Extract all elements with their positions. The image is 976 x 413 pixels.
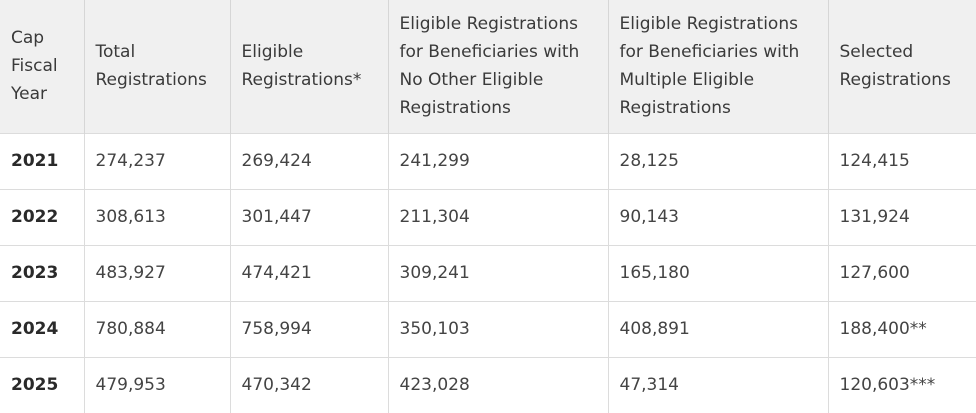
cell-no-other: 350,103: [388, 301, 609, 357]
table-header: Cap Fiscal Year Total Registrations Elig…: [0, 0, 976, 133]
cell-year: 2024: [0, 301, 85, 357]
cell-total: 780,884: [84, 301, 231, 357]
cell-year: 2022: [0, 189, 85, 245]
header-label: Eligible Registrations for Beneficiaries…: [399, 14, 580, 119]
header-eligible-registrations: Eligible Registrations*: [230, 0, 389, 133]
cell-total: 479,953: [84, 357, 231, 413]
table-row: 2025 479,953 470,342 423,028 47,314 120,…: [0, 357, 976, 413]
header-selected-registrations: Selected Registrations: [828, 0, 976, 133]
cell-no-other: 241,299: [388, 133, 609, 189]
header-eligible-multiple: Eligible Registrations for Beneficiaries…: [608, 0, 829, 133]
cell-selected: 127,600: [839, 263, 910, 283]
cell-eligible: 301,447: [230, 189, 389, 245]
cell-year: 2021: [0, 133, 85, 189]
cell-total: 274,237: [84, 133, 231, 189]
cell-multiple: 90,143: [608, 189, 829, 245]
table-row: 2023 483,927 474,421 309,241 165,180 127…: [0, 245, 976, 301]
cell-no-other: 423,028: [388, 357, 609, 413]
cell-eligible: 470,342: [230, 357, 389, 413]
header-total-registrations: Total Registrations: [84, 0, 231, 133]
table-row: 2024 780,884 758,994 350,103 408,891 188…: [0, 301, 976, 357]
header-eligible-no-other: Eligible Registrations for Beneficiaries…: [388, 0, 609, 133]
cell-eligible: 758,994: [230, 301, 389, 357]
table-row: 2022 308,613 301,447 211,304 90,143 131,…: [0, 189, 976, 245]
cell-year: 2023: [0, 245, 85, 301]
cell-selected: 124,415: [839, 151, 910, 171]
cell-multiple: 408,891: [608, 301, 829, 357]
header-label: Total Registrations: [95, 42, 207, 91]
header-label: Eligible Registrations for Beneficiaries…: [619, 14, 800, 119]
cell-multiple: 28,125: [608, 133, 829, 189]
table-body: 2021 274,237 269,424 241,299 28,125 124,…: [0, 133, 976, 413]
cell-multiple: 47,314: [608, 357, 829, 413]
header-row: Cap Fiscal Year Total Registrations Elig…: [0, 0, 976, 133]
cell-eligible: 474,421: [230, 245, 389, 301]
header-label: Eligible Registrations*: [241, 42, 362, 91]
cell-eligible: 269,424: [230, 133, 389, 189]
cell-no-other: 211,304: [388, 189, 609, 245]
cell-no-other: 309,241: [388, 245, 609, 301]
header-label: Cap Fiscal Year: [11, 28, 58, 105]
cell-total: 483,927: [84, 245, 231, 301]
header-cap-fiscal-year: Cap Fiscal Year: [0, 0, 85, 133]
cell-selected: 131,924: [839, 207, 910, 227]
cell-selected: 188,400**: [839, 319, 927, 339]
cell-selected: 120,603***: [839, 375, 936, 396]
cell-multiple: 165,180: [608, 245, 829, 301]
table-row: 2021 274,237 269,424 241,299 28,125 124,…: [0, 133, 976, 189]
cell-year: 2025: [0, 357, 85, 413]
cell-total: 308,613: [84, 189, 231, 245]
header-label: Selected Registrations: [839, 42, 951, 91]
